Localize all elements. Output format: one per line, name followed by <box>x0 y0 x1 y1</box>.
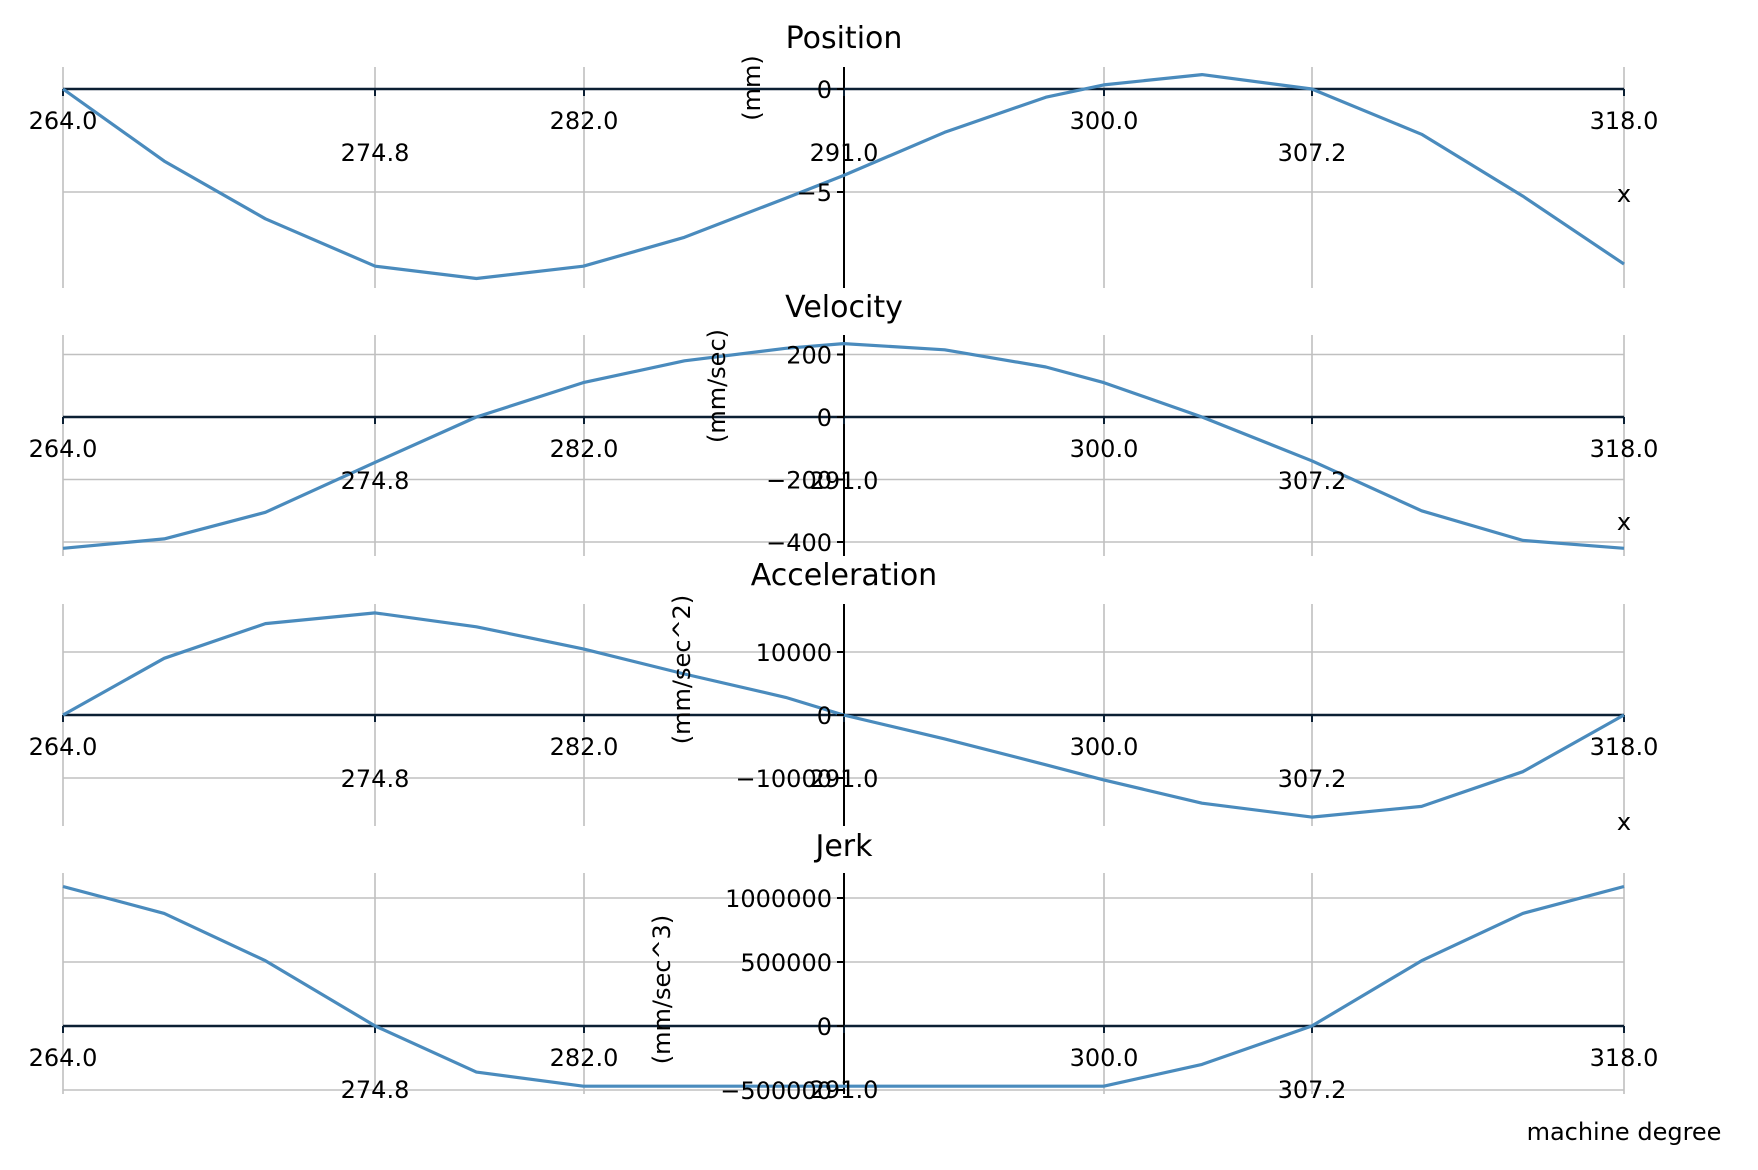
y-axis-label: (mm/sec^2) <box>668 595 696 744</box>
panel-acceleration: 10000 0 −10000 264.0 282.0 300.0 318.0 274.8 291… <box>29 558 1659 836</box>
x-tick-label: 274.8 <box>341 1076 410 1104</box>
x-tick-label: 274.8 <box>341 139 410 167</box>
x-tick-label: 307.2 <box>1278 139 1347 167</box>
x-axis-label: x <box>1617 508 1631 536</box>
y-axis-label: (mm/sec) <box>703 329 731 443</box>
series-line <box>62 884 1625 1088</box>
x-tick-label: 318.0 <box>1590 107 1659 135</box>
y-tick-label: −500000 <box>720 1077 832 1105</box>
x-tick-label: 282.0 <box>550 733 619 761</box>
panel-velocity: 200 0 −200 −400 264.0 282.0 300.0 318.0 274.8 291… <box>29 290 1659 557</box>
series-line <box>62 342 1625 550</box>
x-axis-label: machine degree <box>1527 1118 1722 1146</box>
x-tick-label: 291.0 <box>810 1076 879 1104</box>
y-tick-label: 10000 <box>756 639 832 667</box>
y-tick-label: 0 <box>817 76 832 104</box>
x-tick-label: 307.2 <box>1278 1076 1347 1104</box>
x-tick-label: 300.0 <box>1070 733 1139 761</box>
x-tick-label: 307.2 <box>1278 765 1347 793</box>
x-tick-label: 291.0 <box>810 139 879 167</box>
x-tick-label: 264.0 <box>29 1044 98 1072</box>
x-axis-label: x <box>1617 808 1631 836</box>
y-tick-label: 0 <box>817 404 832 432</box>
x-tick-label: 300.0 <box>1070 435 1139 463</box>
y-tick-label: 1000000 <box>725 885 832 913</box>
x-tick-label: 291.0 <box>810 467 879 495</box>
x-tick-label: 318.0 <box>1590 1044 1659 1072</box>
y-axis-label: (mm) <box>738 55 766 120</box>
y-tick-label: −200 <box>766 467 832 495</box>
x-tick-label: 300.0 <box>1070 107 1139 135</box>
y-tick-label: 500000 <box>740 949 832 977</box>
panel-title: Jerk <box>813 829 873 864</box>
x-tick-label: 264.0 <box>29 107 98 135</box>
y-axis-label: (mm/sec^3) <box>648 915 676 1064</box>
panel-title: Position <box>786 21 903 56</box>
y-tick-label: 200 <box>786 342 832 370</box>
y-tick-label: 0 <box>817 1013 832 1041</box>
x-tick-label: 282.0 <box>550 1044 619 1072</box>
x-tick-label: 291.0 <box>810 765 879 793</box>
x-tick-label: 300.0 <box>1070 1044 1139 1072</box>
panel-position: 0 −5 264.0 282.0 300.0 318.0 274.8 291.0 307.2 Po… <box>29 21 1659 288</box>
x-tick-label: 282.0 <box>550 435 619 463</box>
x-tick-label: 274.8 <box>341 765 410 793</box>
x-tick-label: 274.8 <box>341 467 410 495</box>
y-tick-label: −10000 <box>736 765 832 793</box>
panel-title: Velocity <box>785 290 903 325</box>
series-line <box>62 73 1625 281</box>
x-tick-label: 307.2 <box>1278 467 1347 495</box>
panel-jerk: 1000000 500000 0 −500000 264.0 282.0 300.0 318.… <box>29 829 1722 1146</box>
x-tick-label: 264.0 <box>29 733 98 761</box>
x-tick-label: 318.0 <box>1590 733 1659 761</box>
x-tick-label: 264.0 <box>29 435 98 463</box>
y-tick-label: 0 <box>817 702 832 730</box>
panel-title: Acceleration <box>751 558 937 593</box>
x-tick-label: 282.0 <box>550 107 619 135</box>
x-axis-label: x <box>1617 180 1631 208</box>
x-tick-label: 318.0 <box>1590 435 1659 463</box>
y-tick-label: −400 <box>766 529 832 557</box>
y-tick-label: −5 <box>797 179 832 207</box>
